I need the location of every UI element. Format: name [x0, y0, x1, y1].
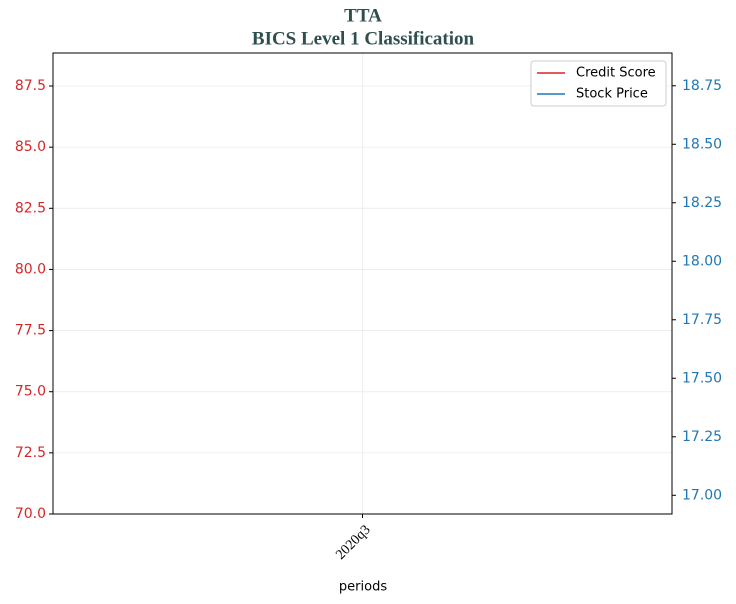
y-tick-label: 77.5 — [15, 323, 46, 339]
y2-tick-label: 18.50 — [682, 136, 722, 152]
y2-tick-label: 18.00 — [682, 253, 722, 269]
y-tick-label: 80.0 — [15, 261, 46, 277]
chart-subtitle: BICS Level 1 Classification — [252, 28, 475, 49]
legend-label: Credit Score — [576, 66, 656, 81]
plot-frame — [52, 52, 673, 515]
chart-title: TTA — [344, 5, 382, 26]
y-tick-label: 82.5 — [15, 200, 46, 216]
x-tick-label: 2020q3 — [333, 522, 373, 562]
y2-tick-label: 18.25 — [682, 195, 722, 211]
x-axis-label: periods — [339, 580, 387, 595]
y2-tick-label: 17.25 — [682, 429, 722, 445]
y2-tick-label: 17.00 — [682, 487, 722, 503]
y-tick-label: 75.0 — [15, 384, 46, 400]
y2-tick-label: 18.75 — [682, 78, 722, 94]
legend-label: Stock Price — [576, 87, 648, 102]
y2-tick-label: 17.50 — [682, 370, 722, 386]
y-tick-label: 85.0 — [15, 139, 46, 155]
y-tick-label: 72.5 — [15, 445, 46, 461]
y-tick-label: 70.0 — [15, 506, 46, 522]
y2-tick-label: 17.75 — [682, 312, 722, 328]
y-tick-label: 87.5 — [15, 78, 46, 94]
